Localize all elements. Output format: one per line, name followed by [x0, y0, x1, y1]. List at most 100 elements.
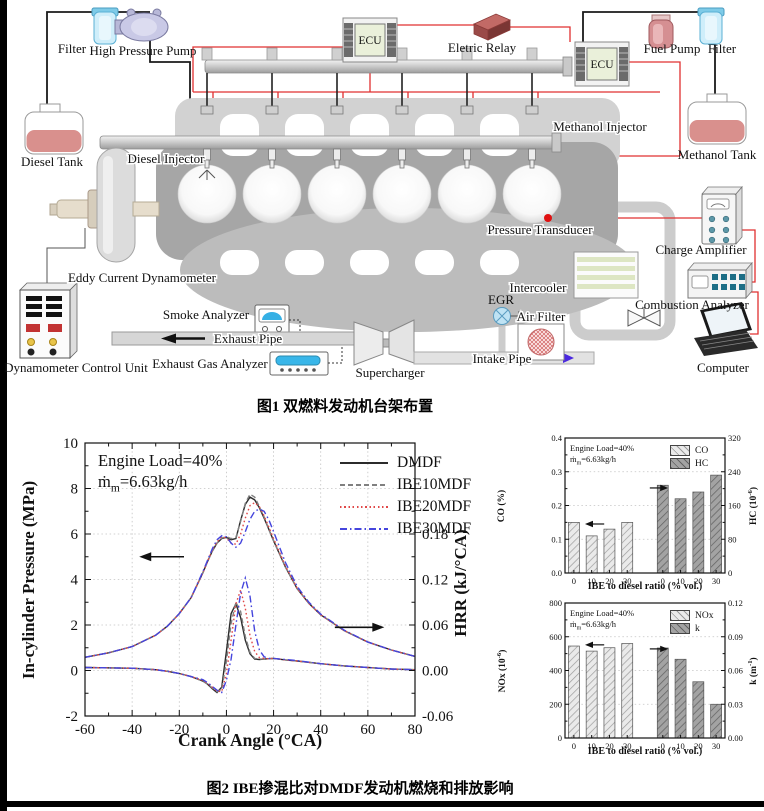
- label-ecu-top: ECU: [359, 35, 383, 47]
- label-exhaust-gas-analyzer: Exhaust Gas Analyzer: [152, 356, 268, 371]
- svg-text:20: 20: [694, 576, 703, 586]
- nox-k-chart: 0 200 400 600 800 0.00 0.03 0.06 0.09 0.12 0 10 20 30…: [492, 597, 764, 760]
- legend-item-hc: HC: [670, 457, 708, 470]
- svg-text:10: 10: [63, 436, 78, 452]
- figure1-caption: 图1 双燃料发动机台架布置: [256, 399, 434, 415]
- label-diesel-tank: Diesel Tank: [21, 154, 84, 169]
- label-dynamometer-control-unit: Dynamometer Control Unit: [4, 360, 148, 375]
- eddy-current-dynamometer-device: [46, 147, 160, 288]
- label-methanol-injector: Methanol Injector: [553, 119, 647, 134]
- hc-swatch: [670, 458, 690, 469]
- svg-text:0: 0: [572, 741, 576, 751]
- svg-text:10: 10: [676, 741, 685, 751]
- svg-text:0.09: 0.09: [728, 632, 743, 642]
- svg-text:0.2: 0.2: [551, 501, 562, 511]
- co-swatch: [670, 445, 690, 456]
- methanol-injectors: [200, 105, 539, 115]
- svg-text:20: 20: [694, 741, 703, 751]
- svg-text:10: 10: [587, 576, 596, 586]
- page-border-bottom: [0, 801, 764, 807]
- svg-text:30: 30: [623, 741, 632, 751]
- legend-item-ibe30mdf: IBE30MDF: [340, 518, 471, 540]
- ibe20mdf-line-sample: [340, 506, 388, 508]
- high-pressure-pump: [114, 8, 169, 42]
- svg-text:0: 0: [728, 568, 732, 578]
- svg-text:160: 160: [728, 501, 741, 511]
- exhaust-flow-arrow: [161, 333, 176, 344]
- ibe10mdf-line-sample: [340, 484, 388, 486]
- svg-text:80: 80: [408, 722, 423, 738]
- dmdf-line-sample: [340, 462, 388, 464]
- label-air-filter: Air Filter: [517, 309, 566, 324]
- barA-ylabel-left: CO (%): [497, 489, 507, 523]
- svg-text:0: 0: [661, 576, 665, 586]
- svg-text:0.00: 0.00: [728, 733, 743, 743]
- eletric-relay-device: [473, 13, 511, 41]
- svg-text:40: 40: [313, 722, 328, 738]
- barB-ylabel-left: NOx (10-6): [495, 649, 509, 693]
- barB-legend: NOx k: [670, 609, 713, 635]
- svg-text:30: 30: [712, 576, 721, 586]
- methanol-rail: [200, 47, 573, 115]
- egr-valve: [493, 307, 520, 325]
- svg-text:20: 20: [605, 576, 614, 586]
- svg-text:600: 600: [549, 632, 562, 642]
- pressure-hrr-chart: -60 -40 -20 0 20 40 60 80 -2 0 2 4 6 8 10 -0.06 0.00 0.06…: [10, 430, 488, 765]
- svg-text:4: 4: [71, 573, 79, 589]
- methanol-tank-device: [687, 93, 747, 145]
- legend-item-dmdf: DMDF: [340, 452, 471, 474]
- co-hc-plot: 0.0 0.1 0.2 0.3 0.4 0 80 160 240 320 0 10 20 30 0 10 20 3…: [551, 433, 741, 586]
- svg-text:30: 30: [623, 576, 632, 586]
- svg-text:0: 0: [572, 576, 576, 586]
- barB-xlabel: IBE to diesel ratio (% vol.): [587, 746, 703, 757]
- label-intercooler: Intercooler: [509, 280, 567, 295]
- svg-text:0.3: 0.3: [551, 467, 562, 477]
- label-egr: EGR: [488, 292, 514, 307]
- diesel-injectors: [203, 148, 536, 169]
- legend-item-ibe20mdf: IBE20MDF: [340, 496, 471, 518]
- k-swatch: [670, 623, 690, 634]
- figure2-caption: 图2 IBE掺混比对DMDF发动机燃烧和排放影响: [206, 781, 514, 797]
- svg-text:-2: -2: [66, 709, 79, 725]
- barB-ylabel-right: k (m-1): [746, 657, 760, 685]
- label-smoke-analyzer: Smoke Analyzer: [163, 307, 250, 322]
- exhaust-pipe-shape: [111, 331, 356, 346]
- barA-xlabel: IBE to diesel ratio (% vol.): [587, 581, 703, 592]
- pressure-hrr-plot: -60 -40 -20 0 20 40 60 80-20246810-0.060.000.06…: [63, 436, 454, 738]
- svg-text:-20: -20: [169, 722, 189, 738]
- svg-text:20: 20: [266, 722, 281, 738]
- svg-text:0.12: 0.12: [422, 573, 448, 589]
- smoke-analyzer-device: [254, 304, 301, 336]
- label-combustion-analyzer: Combustion Analyzer: [635, 297, 749, 312]
- svg-text:0: 0: [661, 741, 665, 751]
- svg-text:0.03: 0.03: [728, 699, 743, 709]
- legend-item-nox: NOx: [670, 609, 713, 622]
- spray-pattern: [198, 169, 216, 180]
- label-exhaust-pipe: Exhaust Pipe: [214, 331, 282, 346]
- computer-laptop: [694, 302, 758, 356]
- svg-text:10: 10: [676, 576, 685, 586]
- line-annotation: Engine Load=40% ṁm=6.63kg/h: [98, 450, 222, 497]
- label-supercharger: Supercharger: [355, 365, 425, 380]
- supercharger-device: [353, 319, 415, 366]
- svg-text:0.12: 0.12: [728, 598, 743, 608]
- ecu-right-unit: [574, 41, 630, 87]
- svg-text:-40: -40: [122, 722, 142, 738]
- svg-text:20: 20: [605, 741, 614, 751]
- label-eddy-current-dynamometer: Eddy Current Dynamometer: [68, 270, 217, 285]
- svg-text:0.06: 0.06: [728, 666, 743, 676]
- svg-text:-0.06: -0.06: [422, 709, 454, 725]
- nox-swatch: [670, 610, 690, 621]
- svg-text:0.4: 0.4: [551, 433, 562, 443]
- svg-text:320: 320: [728, 433, 741, 443]
- svg-text:6: 6: [71, 527, 79, 543]
- air-filter-device: [517, 323, 565, 361]
- annotation-methanol-rate: ṁm=6.63kg/h: [98, 472, 188, 495]
- label-filter-left: Filter: [58, 41, 87, 56]
- label-diesel-injector: Diesel Injector: [128, 151, 206, 166]
- svg-text:0.18: 0.18: [422, 527, 448, 543]
- pressure-transducer-dot: [544, 214, 552, 222]
- svg-text:0: 0: [558, 733, 562, 743]
